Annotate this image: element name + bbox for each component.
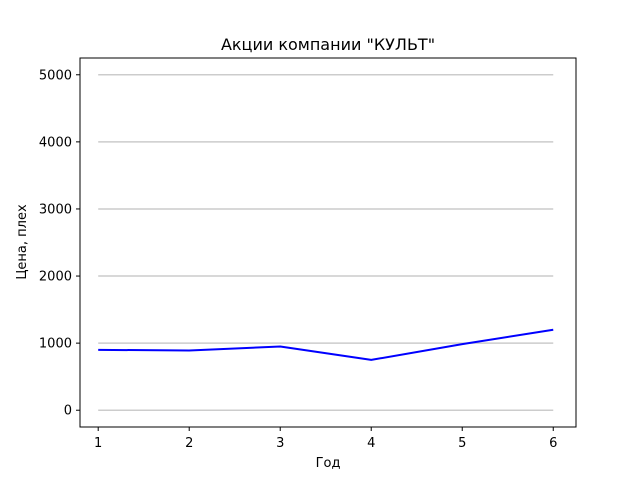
y-tick-label: 4000 <box>39 135 72 150</box>
y-axis-label: Цена, плех <box>15 204 30 280</box>
x-tick-label: 4 <box>367 436 375 451</box>
y-tick-label: 0 <box>64 404 72 419</box>
x-axis-label: Год <box>316 456 341 471</box>
series-lines <box>98 328 554 361</box>
y-tick-label: 5000 <box>39 68 72 83</box>
plot-frame <box>79 57 577 428</box>
y-tick-label: 1000 <box>39 337 72 352</box>
y-tick-label: 2000 <box>39 270 72 285</box>
y-tick-label: 3000 <box>39 202 72 217</box>
chart-title: Акции компании "КУЛЬТ" <box>221 35 435 54</box>
x-tick-label: 1 <box>94 436 102 451</box>
x-tick-label: 2 <box>185 436 193 451</box>
series-line <box>98 328 554 361</box>
x-tick-label: 6 <box>549 436 557 451</box>
x-tick-label: 3 <box>276 436 284 451</box>
grid-lines <box>98 74 554 411</box>
x-tick-label: 5 <box>458 436 466 451</box>
axis-ticks: 0 1000 2000 3000 4000 5000 1 2 3 4 5 6 <box>39 68 557 451</box>
